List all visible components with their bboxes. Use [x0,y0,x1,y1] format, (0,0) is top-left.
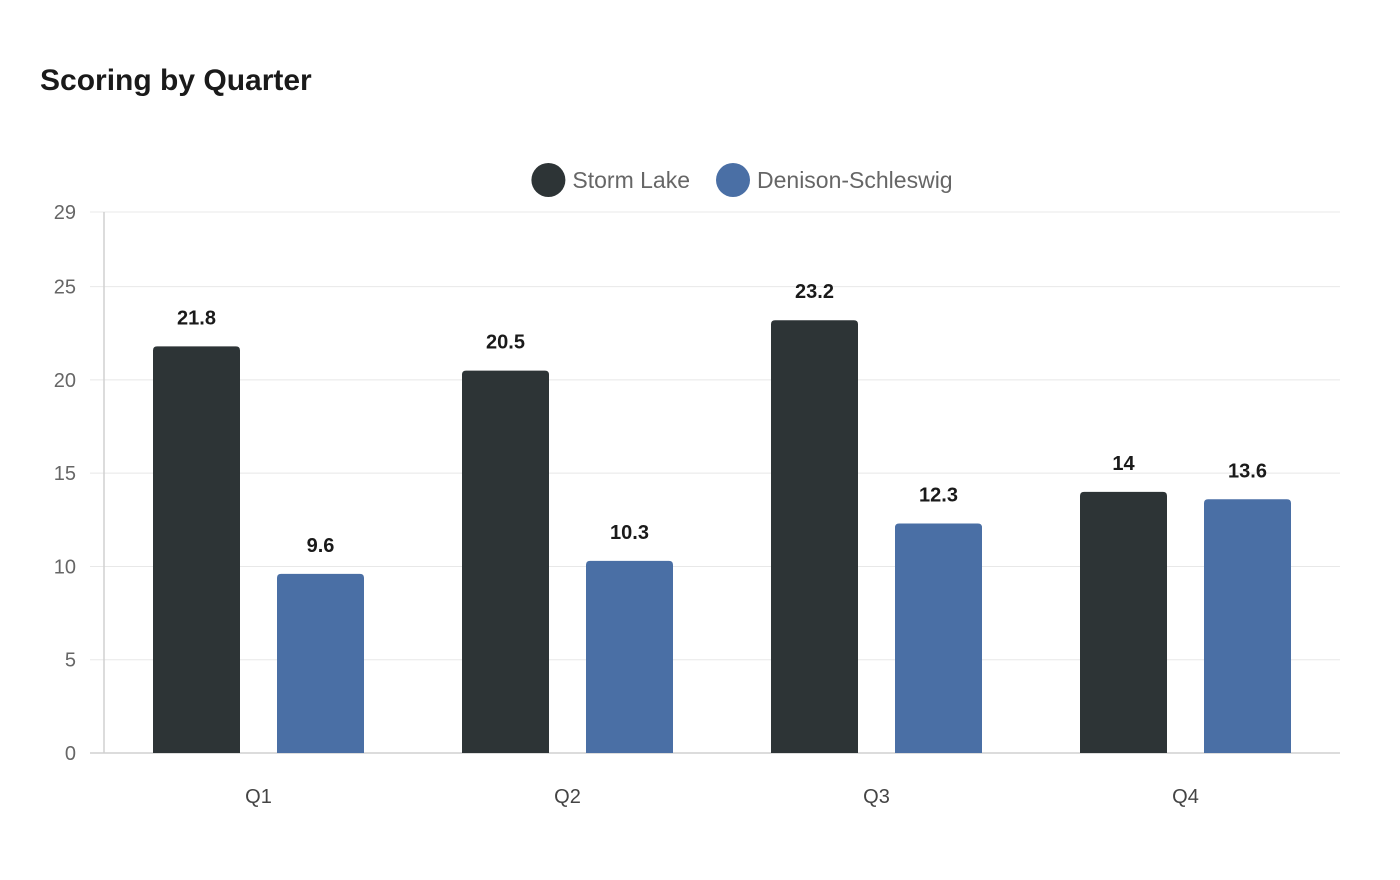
value-label: 13.6 [1228,460,1267,482]
value-label: 21.8 [177,307,216,329]
value-label: 9.6 [307,535,335,557]
data-labels: 21.8 9.6 20.5 10.3 23.2 12.3 14 13.6 [177,281,1267,557]
bar-denison-schleswig-q1 [277,573,364,753]
bar-denison-schleswig-q2 [586,560,673,753]
y-tick-label: 0 [65,743,76,765]
value-label: 14 [1112,453,1135,475]
y-tick-label: 5 [65,650,76,672]
x-category-label-q2: Q2 [554,786,581,808]
bar-storm-lake-q1 [153,346,240,753]
y-tick-label: 15 [54,463,76,485]
value-label: 23.2 [795,281,834,303]
y-tick-label: 29 [54,202,76,224]
bar-storm-lake-q4 [1080,491,1167,753]
y-tick-label: 10 [54,556,76,578]
x-category-label-q4: Q4 [1172,786,1199,808]
value-label: 10.3 [610,522,649,544]
legend-swatch-storm-lake [531,163,566,197]
x-category-label-q3: Q3 [863,786,890,808]
bar-denison-schleswig-q4 [1204,499,1291,753]
bar-storm-lake-q2 [462,370,549,753]
legend-label-denison-schleswig: Denison-Schleswig [757,167,953,193]
legend-label-storm-lake: Storm Lake [572,167,690,193]
axes: 0 5 10 15 20 25 29 Q1 Q2 Q3 Q4 [54,202,1340,808]
y-tick-label: 25 [54,277,76,299]
legend: Storm Lake Denison-Schleswig [531,163,953,197]
x-category-label-q1: Q1 [245,786,272,808]
value-label: 20.5 [486,332,525,354]
bar-storm-lake-q3 [771,320,858,753]
bar-denison-schleswig-q3 [895,523,982,753]
legend-swatch-denison-schleswig [716,163,751,197]
value-label: 12.3 [919,485,958,507]
y-tick-label: 20 [54,370,76,392]
bars [153,320,1291,753]
chart-title: Scoring by Quarter [40,64,312,97]
